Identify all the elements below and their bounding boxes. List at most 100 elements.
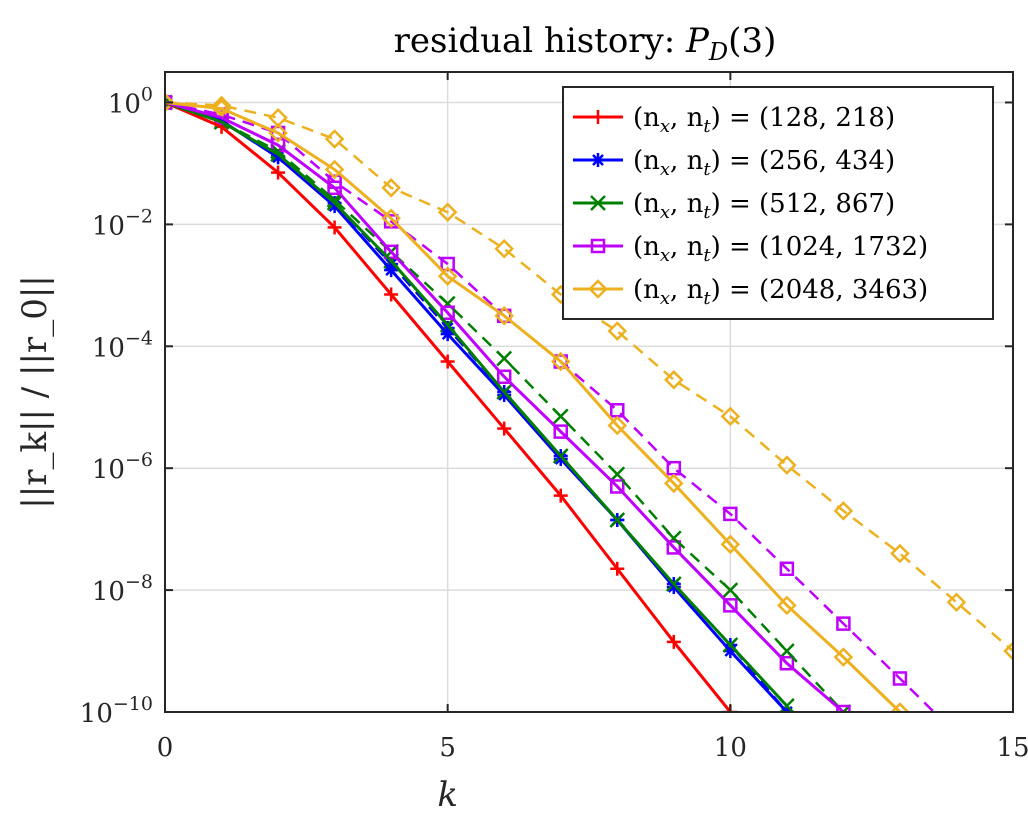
data-point bbox=[723, 598, 738, 613]
legend-marker bbox=[591, 153, 605, 167]
legend: (nx, nt) = (128, 218) (nx, nt) = (256, 43… bbox=[562, 86, 994, 320]
marker-shape bbox=[607, 415, 628, 436]
series-line-solid bbox=[165, 101, 845, 712]
marker-shape bbox=[383, 244, 399, 260]
marker-shape bbox=[440, 256, 455, 272]
data-point bbox=[946, 592, 967, 613]
data-point bbox=[440, 305, 455, 321]
marker-shape bbox=[440, 305, 455, 321]
data-point bbox=[892, 671, 908, 686]
x-axis-label-text: k bbox=[437, 775, 458, 815]
data-point bbox=[833, 501, 854, 521]
data-point bbox=[664, 473, 684, 494]
data-point bbox=[165, 92, 175, 113]
marker-shape bbox=[779, 655, 795, 671]
data-point bbox=[890, 543, 910, 564]
legend-item-2: (nx, nt) = (256, 434) bbox=[573, 146, 895, 180]
marker-shape bbox=[946, 592, 967, 613]
marker-shape bbox=[553, 424, 568, 439]
marker-shape bbox=[833, 647, 854, 667]
data-point bbox=[496, 308, 512, 324]
legend-item-4: (nx, nt) = (1024, 1732) bbox=[573, 232, 928, 266]
marker-shape bbox=[779, 561, 795, 577]
marker-shape bbox=[610, 479, 625, 494]
y-tick-label: 10−8 bbox=[92, 571, 153, 607]
data-point bbox=[211, 95, 232, 116]
legend-label: (nx, nt) = (1024, 1732) bbox=[633, 232, 928, 266]
marker-shape bbox=[890, 702, 910, 712]
marker-stroke bbox=[778, 643, 795, 659]
y-axis-label: ||r_k|| / ||r_0|| bbox=[15, 275, 55, 508]
legend-item-5: (nx, nt) = (2048, 3463) bbox=[573, 275, 928, 309]
marker-stroke bbox=[592, 154, 604, 166]
marker-shape bbox=[165, 92, 175, 113]
data-point bbox=[496, 369, 512, 385]
legend-marker bbox=[591, 110, 605, 124]
marker-stroke bbox=[841, 704, 852, 712]
legend-label: (nx, nt) = (2048, 3463) bbox=[633, 275, 928, 309]
legend-marker bbox=[588, 279, 608, 299]
marker-shape bbox=[720, 406, 741, 427]
marker-stroke bbox=[722, 582, 739, 598]
series-layer bbox=[165, 92, 1013, 712]
marker-shape bbox=[496, 369, 512, 385]
marker-shape bbox=[720, 534, 741, 555]
marker-shape bbox=[666, 540, 682, 555]
axis-ticks: 0 5 10 15 100 10−2 10−4 10−6 10−8 10−10 bbox=[80, 72, 1028, 763]
data-point bbox=[383, 244, 399, 260]
marker-shape bbox=[723, 598, 738, 613]
marker-stroke bbox=[609, 466, 626, 483]
marker-shape bbox=[494, 238, 514, 259]
data-point bbox=[777, 455, 797, 475]
marker-shape bbox=[1003, 641, 1013, 661]
legend-item-1: (nx, nt) = (128, 218) bbox=[573, 103, 895, 137]
data-point bbox=[836, 616, 851, 631]
data-point bbox=[437, 266, 458, 286]
data-point bbox=[723, 506, 738, 522]
y-tick-label: 100 bbox=[108, 83, 153, 119]
data-point bbox=[890, 702, 910, 712]
data-point bbox=[607, 415, 628, 436]
data-point bbox=[381, 178, 401, 198]
chart-title: residual history: PD(3) bbox=[394, 21, 777, 66]
data-point bbox=[494, 238, 514, 259]
marker-shape bbox=[836, 616, 851, 631]
legend-marker bbox=[590, 238, 606, 254]
y-tick-label: 10−2 bbox=[92, 205, 153, 241]
data-point bbox=[777, 595, 797, 616]
y-tick-label: 10−4 bbox=[92, 327, 153, 363]
marker-shape bbox=[836, 704, 851, 712]
x-tick-label: 5 bbox=[439, 733, 456, 763]
data-point bbox=[666, 540, 682, 555]
series-line-solid bbox=[165, 101, 788, 712]
data-point bbox=[720, 534, 741, 555]
y-tick-label: 10−6 bbox=[92, 449, 153, 485]
y-tick-label: 10−10 bbox=[80, 693, 153, 729]
marker-shape bbox=[211, 95, 232, 116]
marker-shape bbox=[553, 354, 568, 369]
marker-shape bbox=[607, 321, 628, 341]
y-axis-label-text: ||r_k|| / ||r_0|| bbox=[15, 275, 55, 508]
axes-box bbox=[164, 71, 1014, 713]
marker-shape bbox=[664, 473, 684, 494]
marker-shape bbox=[588, 279, 608, 299]
marker-shape bbox=[777, 595, 797, 616]
x-tick-label: 0 bbox=[157, 733, 174, 763]
series-line-solid bbox=[165, 101, 732, 712]
data-point bbox=[779, 655, 795, 671]
x-tick-label: 10 bbox=[714, 733, 747, 763]
data-point bbox=[664, 370, 684, 390]
marker-shape bbox=[777, 455, 797, 475]
data-point bbox=[836, 704, 851, 712]
marker-shape bbox=[496, 308, 512, 324]
legend-label: (nx, nt) = (512, 867) bbox=[633, 189, 895, 223]
data-point bbox=[553, 354, 568, 369]
series-line-solid bbox=[165, 100, 901, 712]
marker-shape bbox=[437, 266, 458, 286]
legend-label: (nx, nt) = (128, 218) bbox=[633, 103, 895, 137]
legend-item-3: (nx, nt) = (512, 867) bbox=[573, 189, 895, 223]
marker-shape bbox=[833, 501, 854, 521]
series-1 bbox=[165, 101, 732, 712]
x-tick-label: 15 bbox=[996, 733, 1028, 763]
